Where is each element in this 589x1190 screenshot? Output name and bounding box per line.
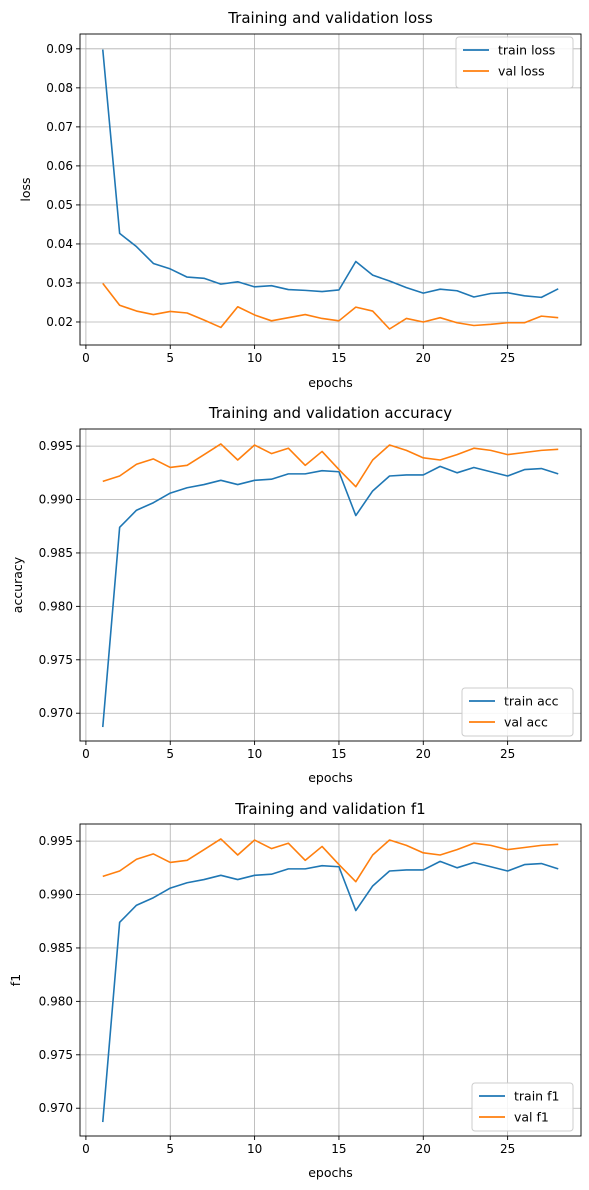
chart-title: Training and validation accuracy [208,404,452,422]
y-tick-label: 0.970 [39,706,73,720]
y-tick-label: 0.04 [46,237,73,251]
legend: train acc val acc [461,687,574,737]
series-line-val [102,282,559,330]
x-axis-label: epochs [308,375,353,390]
y-tick-label: 0.990 [39,493,73,507]
y-tick-label: 0.995 [39,439,73,453]
y-tick-label: 0.06 [46,159,73,173]
y-tick-label: 0.09 [46,42,73,56]
x-tick-label: 10 [247,747,262,761]
x-tick-label: 0 [82,747,90,761]
y-tick-label: 0.02 [46,315,73,329]
chart-panel-3: 0 5 10 15 20 25 0.970 0.975 0.980 0.985 0.990 0.995… [8,800,582,1180]
chart-panel-1: 0 5 10 15 20 25 0.02 0.03 0.04 0.05 0.06 0.07 0.08 0.… [18,9,582,390]
legend-label: val f1 [514,1110,549,1125]
legend-box [461,687,574,737]
legend: train f1 val f1 [471,1082,574,1132]
series-line-train [101,860,559,1123]
y-tick-label: 0.985 [39,941,73,955]
x-tick-label: 15 [331,351,346,365]
series-line-train [101,465,559,728]
y-tick-label: 0.975 [39,1048,73,1062]
y-axis-label: loss [18,177,33,201]
y-axis-label: accuracy [10,556,25,613]
legend-box [471,1082,574,1132]
x-tick-label: 25 [500,351,515,365]
x-tick-label: 20 [416,747,431,761]
chart-title: Training and validation loss [227,9,433,27]
chart-panel-2: 0 5 10 15 20 25 0.970 0.975 0.980 0.985 0.990 0.995… [10,404,582,785]
y-tick-label: 0.03 [46,276,73,290]
legend-label: train f1 [514,1089,559,1104]
axes-frame [79,33,582,346]
axes-frame [79,428,582,742]
series-line-val [102,838,559,883]
y-tick-label: 0.980 [39,599,73,613]
y-tick-label: 0.980 [39,994,73,1008]
legend: train loss val loss [455,36,574,89]
y-tick-label: 0.970 [39,1101,73,1115]
y-tick-label: 0.995 [39,834,73,848]
y-axis-label: f1 [8,974,23,986]
y-tick-label: 0.990 [39,888,73,902]
axes-frame [79,823,582,1137]
legend-label: val loss [498,64,545,79]
series-line-train [101,49,559,299]
legend-label: train acc [504,694,559,709]
x-tick-label: 20 [416,351,431,365]
x-tick-label: 0 [82,1142,90,1156]
x-tick-label: 10 [247,1142,262,1156]
y-tick-label: 0.07 [46,120,73,134]
x-tick-label: 15 [331,747,346,761]
x-tick-label: 5 [166,747,174,761]
series-line-val [102,443,559,488]
x-tick-label: 25 [500,1142,515,1156]
x-tick-label: 5 [166,351,174,365]
y-tick-label: 0.985 [39,546,73,560]
legend-label: train loss [498,43,555,58]
x-tick-label: 20 [416,1142,431,1156]
y-tick-label: 0.08 [46,81,73,95]
x-axis-label: epochs [308,1165,353,1180]
legend-label: val acc [504,715,548,730]
x-axis-label: epochs [308,770,353,785]
x-tick-label: 15 [331,1142,346,1156]
x-tick-label: 0 [82,351,90,365]
y-tick-label: 0.05 [46,198,73,212]
x-tick-label: 25 [500,747,515,761]
chart-title: Training and validation f1 [234,800,425,818]
x-tick-label: 10 [247,351,262,365]
x-tick-label: 5 [166,1142,174,1156]
y-tick-label: 0.975 [39,653,73,667]
